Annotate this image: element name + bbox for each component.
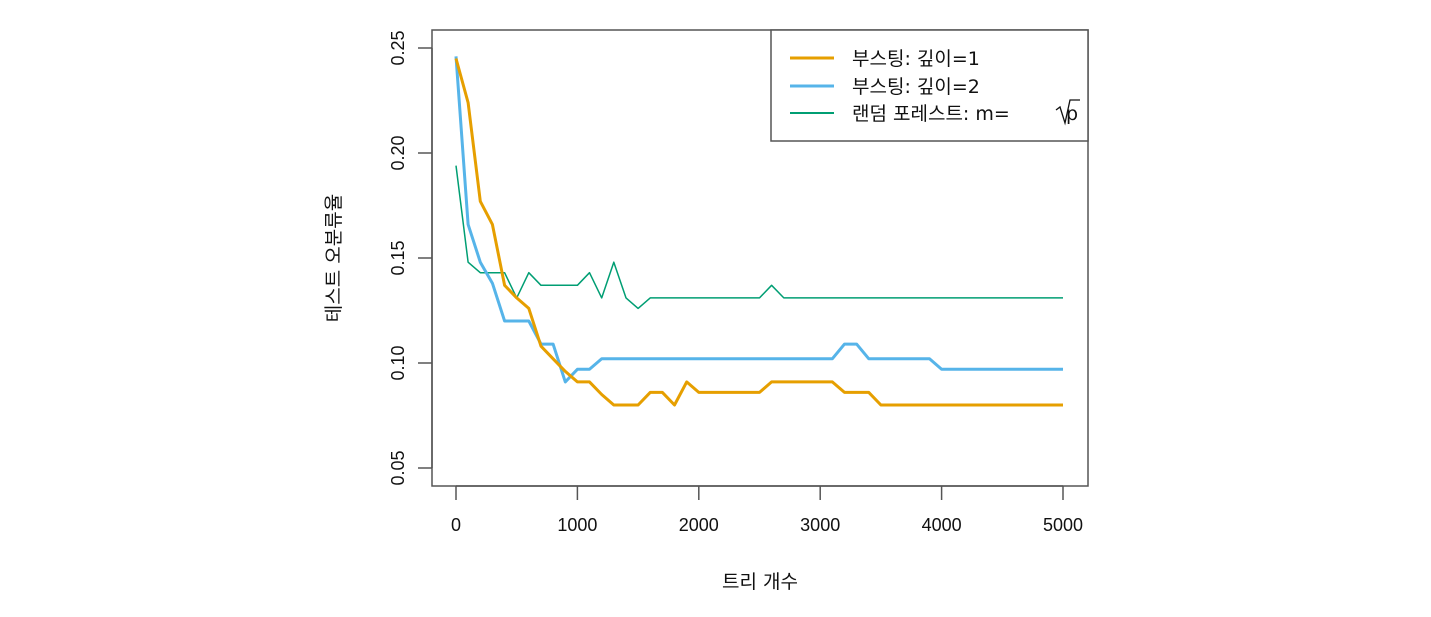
legend-label-rf-prefix: 랜덤 포레스트: m= — [852, 103, 1010, 125]
y-tick-label: 0.05 — [388, 450, 408, 485]
x-tick-label: 4000 — [922, 515, 962, 535]
legend-label-rf-root: p — [1066, 103, 1078, 125]
series-line — [454, 58, 1063, 407]
legend-label-boosting-depth1: 부스팅: 깊이=1 — [852, 48, 980, 70]
x-tick-label: 1000 — [557, 515, 597, 535]
x-tick-label: 2000 — [679, 515, 719, 535]
series-line — [454, 56, 1063, 384]
y-tick-label: 0.25 — [388, 30, 408, 65]
x-tick-label: 5000 — [1043, 515, 1083, 535]
y-tick-label: 0.10 — [388, 345, 408, 380]
series-layer — [454, 56, 1063, 407]
x-axis-title: 트리 개수 — [722, 571, 798, 593]
y-axis-title: 테스트 오분류율 — [323, 194, 345, 322]
x-axis: 0 1000 2000 3000 4000 5000 — [451, 485, 1083, 535]
x-tick-label: 0 — [451, 515, 461, 535]
legend-label-random-forest: 랜덤 포레스트: m= — [852, 103, 1010, 125]
x-tick-label: 3000 — [800, 515, 840, 535]
y-axis: 0.05 0.10 0.15 0.20 0.25 — [388, 30, 433, 486]
sqrt-symbol-icon: p — [1055, 99, 1080, 126]
y-tick-label: 0.15 — [388, 240, 408, 275]
y-tick-label: 0.20 — [388, 135, 408, 170]
legend-label-boosting-depth2: 부스팅: 깊이=2 — [852, 76, 980, 98]
series-line — [455, 165, 1063, 310]
legend: 부스팅: 깊이=1 부스팅: 깊이=2 랜덤 포레스트: m= p — [770, 29, 1089, 142]
